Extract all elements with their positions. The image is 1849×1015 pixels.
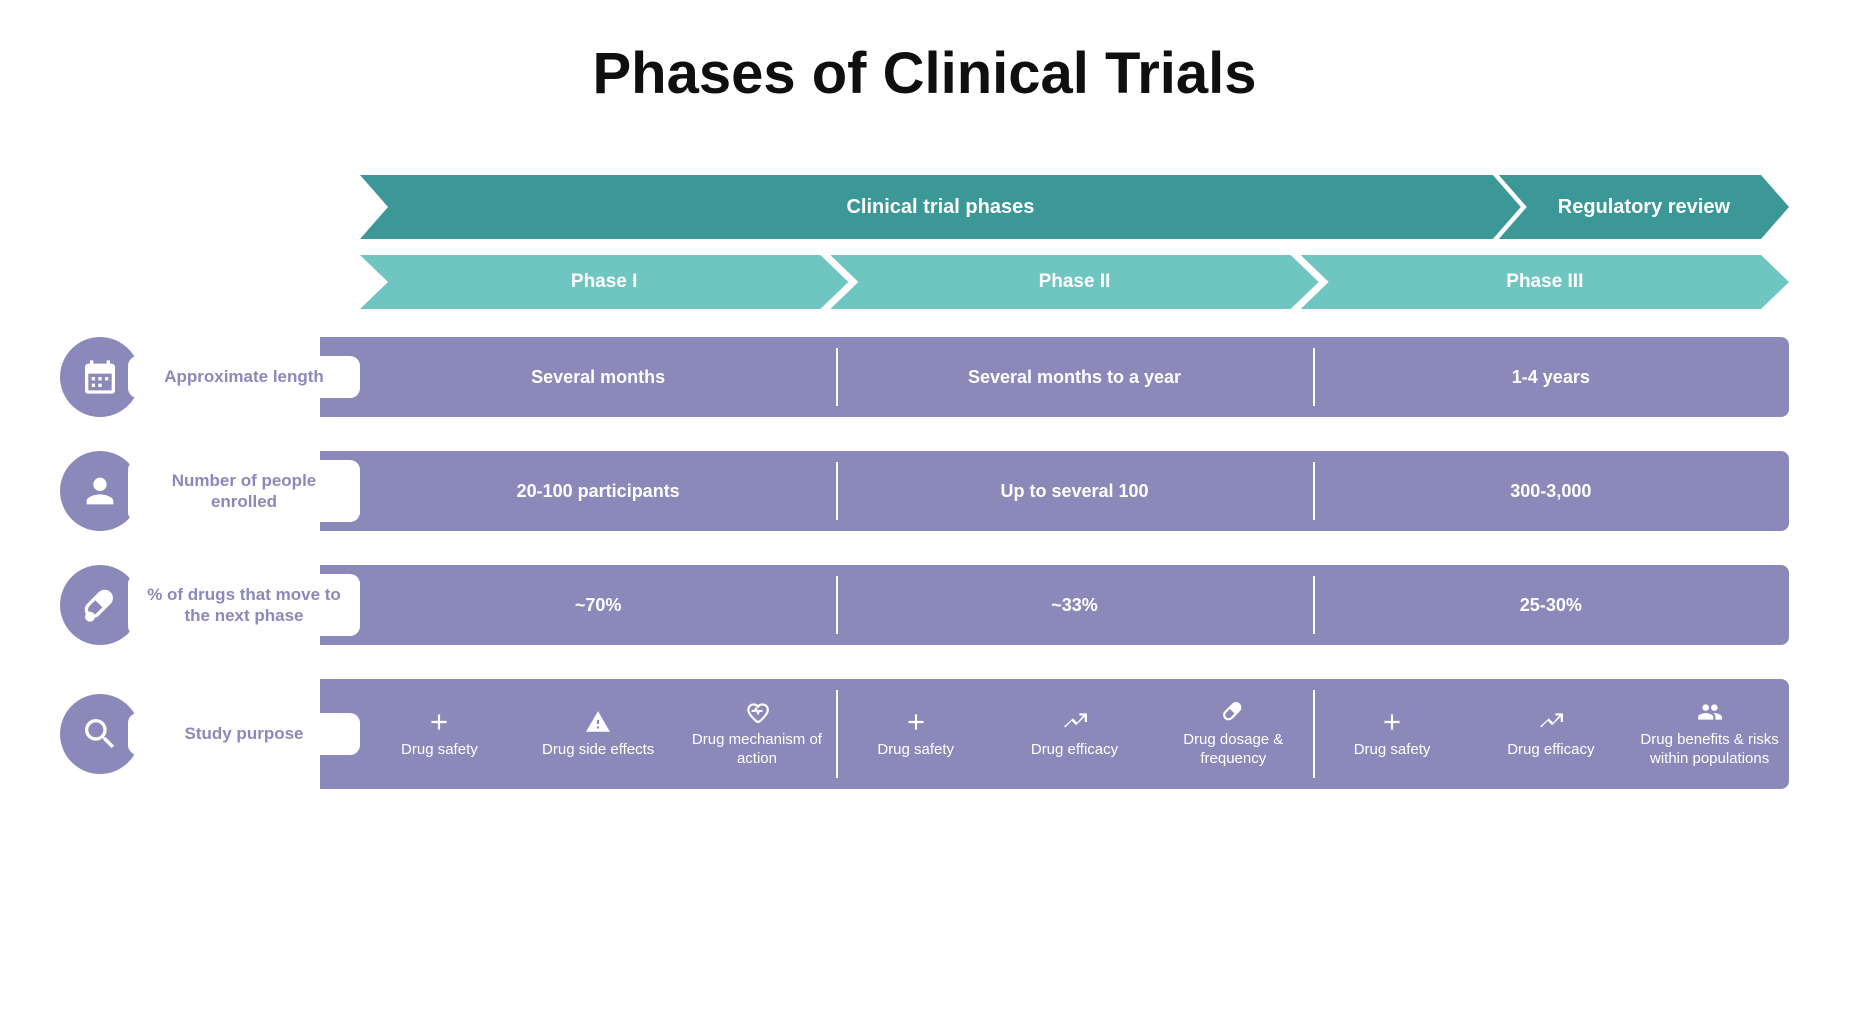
purpose-item-label: Drug safety (401, 741, 478, 760)
cell-enrolled-p2: Up to several 100 (836, 451, 1312, 531)
row-label-progress: % of drugs that move to the next phase (128, 574, 360, 637)
row-label-length: Approximate length (128, 356, 360, 397)
purpose-item-label: Drug side effects (542, 741, 654, 760)
pill-icon (1220, 699, 1246, 725)
row-body-enrolled: 20-100 participants Up to several 100 30… (320, 451, 1789, 531)
phase-arrow-1-label: Phase I (571, 271, 638, 293)
purpose-item-label: Drug efficacy (1031, 741, 1118, 760)
purpose-item: Drug side effects (519, 679, 678, 789)
purpose-item: Drug efficacy (1471, 679, 1630, 789)
arrows-section: Clinical trial phases Regulatory review … (360, 175, 1789, 309)
purpose-item: Drug efficacy (995, 679, 1154, 789)
purpose-item: Drug benefits & risks within populations (1630, 679, 1789, 789)
purpose-item-label: Drug safety (877, 741, 954, 760)
purpose-cell-phase-1: Drug safety Drug side effects Drug mechani… (360, 679, 836, 789)
phase-arrow-2: Phase II (830, 255, 1318, 309)
phase-arrow-1: Phase I (360, 255, 848, 309)
purpose-cell-phase-3: Drug safety Drug efficacy Drug benefits & … (1313, 679, 1789, 789)
purpose-item-label: Drug mechanism of action (684, 731, 831, 769)
phase-arrow-3: Phase III (1301, 255, 1789, 309)
cell-progress-p2: ~33% (836, 565, 1312, 645)
purpose-item: Drug safety (836, 679, 995, 789)
purpose-item-label: Drug safety (1354, 741, 1431, 760)
row-label-purpose: Study purpose (128, 713, 360, 754)
people-icon (1697, 699, 1723, 725)
phase-arrow-3-label: Phase III (1506, 271, 1583, 293)
cell-progress-p1: ~70% (360, 565, 836, 645)
purpose-item: Drug mechanism of action (678, 679, 837, 789)
cell-enrolled-p1: 20-100 participants (360, 451, 836, 531)
heartbeat-icon (744, 699, 770, 725)
trend-icon (1062, 709, 1088, 735)
row-enrolled: Number of people enrolled 20-100 partici… (60, 451, 1789, 531)
plus-icon (426, 709, 452, 735)
purpose-item: Drug dosage & frequency (1154, 679, 1313, 789)
row-body-progress: ~70% ~33% 25-30% (320, 565, 1789, 645)
plus-icon (1379, 709, 1405, 735)
phase-arrow-row: Phase I Phase II Phase III (360, 255, 1789, 309)
row-head-progress: % of drugs that move to the next phase (60, 565, 360, 645)
header-arrow-main: Clinical trial phases (360, 175, 1521, 239)
cell-length-p1: Several months (360, 337, 836, 417)
row-length: Approximate length Several months Severa… (60, 337, 1789, 417)
infographic-container: Phases of Clinical Trials Clinical trial… (60, 40, 1789, 789)
cell-length-p3: 1-4 years (1313, 337, 1789, 417)
row-body-length: Several months Several months to a year … (320, 337, 1789, 417)
purpose-item-label: Drug dosage & frequency (1160, 731, 1307, 769)
page-title: Phases of Clinical Trials (60, 40, 1789, 107)
row-label-enrolled: Number of people enrolled (128, 460, 360, 523)
header-arrow-row: Clinical trial phases Regulatory review (360, 175, 1789, 239)
row-purpose: Study purpose Drug safety Drug side effec… (60, 679, 1789, 789)
header-arrow-last: Regulatory review (1499, 175, 1789, 239)
alert-icon (585, 709, 611, 735)
header-arrow-last-label: Regulatory review (1558, 196, 1730, 218)
phase-arrow-2-label: Phase II (1039, 271, 1111, 293)
row-progress: % of drugs that move to the next phase ~… (60, 565, 1789, 645)
row-body-purpose: Drug safety Drug side effects Drug mechani… (320, 679, 1789, 789)
purpose-item-label: Drug efficacy (1507, 741, 1594, 760)
row-head-enrolled: Number of people enrolled (60, 451, 360, 531)
plus-icon (903, 709, 929, 735)
purpose-item: Drug safety (360, 679, 519, 789)
header-arrow-main-label: Clinical trial phases (846, 196, 1034, 219)
purpose-item-label: Drug benefits & risks within populations (1636, 731, 1783, 769)
cell-length-p2: Several months to a year (836, 337, 1312, 417)
purpose-cell-phase-2: Drug safety Drug efficacy Drug dosage & fr… (836, 679, 1312, 789)
trend-icon (1538, 709, 1564, 735)
cell-enrolled-p3: 300-3,000 (1313, 451, 1789, 531)
purpose-item: Drug safety (1313, 679, 1472, 789)
row-head-length: Approximate length (60, 337, 360, 417)
cell-progress-p3: 25-30% (1313, 565, 1789, 645)
row-head-purpose: Study purpose (60, 679, 360, 789)
